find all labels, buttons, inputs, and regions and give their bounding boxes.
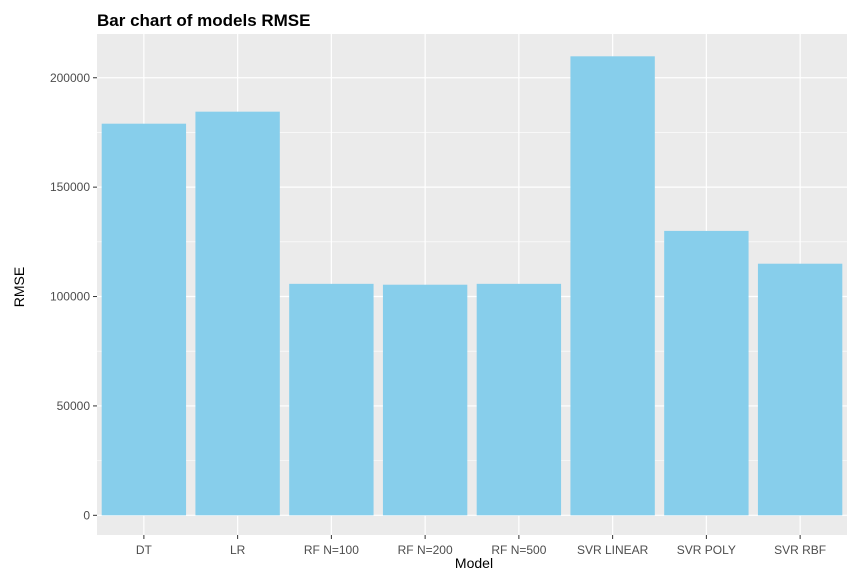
y-tick-label: 150000 — [50, 180, 90, 194]
x-tick-label: RF N=500 — [491, 543, 546, 557]
x-tick-label: DT — [136, 543, 153, 557]
bar-rf-n-500 — [476, 283, 562, 516]
y-tick-label: 200000 — [50, 71, 90, 85]
x-tick-label: RF N=100 — [304, 543, 359, 557]
y-tick-label: 50000 — [57, 399, 91, 413]
x-tick-label: SVR POLY — [677, 543, 736, 557]
x-axis-label: Model — [455, 555, 493, 571]
bar-svr-rbf — [757, 263, 843, 516]
x-axis: DT LR RF N=100 RF N=200 RF N=500 SVR LINEAR SV… — [136, 535, 826, 557]
x-tick-label: LR — [230, 543, 246, 557]
bar-svr-linear — [570, 56, 655, 516]
y-axis-label: RMSE — [11, 267, 27, 307]
chart-title: Bar chart of models RMSE — [97, 11, 311, 30]
bar-svr-poly — [664, 230, 749, 516]
y-tick-label: 0 — [83, 508, 90, 522]
x-tick-label: SVR RBF — [774, 543, 826, 557]
bars — [101, 56, 843, 516]
x-tick-label: SVR LINEAR — [577, 543, 649, 557]
x-tick-label: RF N=200 — [398, 543, 453, 557]
y-tick-label: 100000 — [50, 290, 90, 304]
bar-rf-n-200 — [382, 284, 468, 516]
y-axis: 0 50000 100000 150000 200000 — [50, 71, 97, 522]
bar-rf-n-100 — [289, 283, 374, 516]
bar-dt — [101, 123, 187, 516]
bar-lr — [195, 111, 280, 516]
